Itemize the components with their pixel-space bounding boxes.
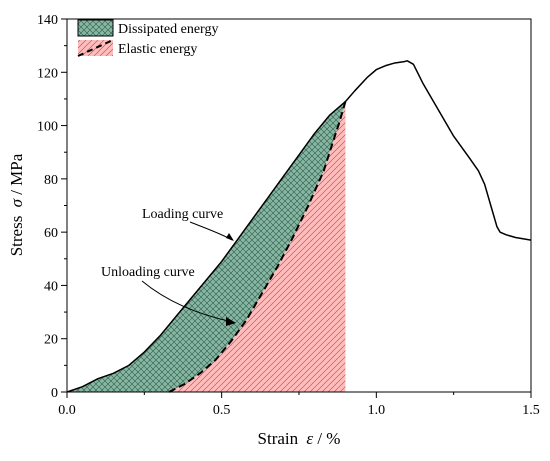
loading-curve-line: [66, 60, 532, 393]
legend-swatch-elastic: [78, 40, 113, 56]
y-tick-label: 100: [37, 120, 58, 135]
y-tick-label: 60: [44, 226, 58, 241]
x-axis-title-unit: / %: [317, 429, 340, 448]
y-axis-ticks: 0 20 40 60 80 100 120 140: [37, 13, 67, 401]
y-axis-title-text: Stress: [7, 216, 26, 257]
x-axis-ticks: 0.0 0.5 1.0 1.5: [58, 392, 540, 418]
y-axis-title: Stress σ / MPa: [7, 153, 26, 256]
legend-label-dissipated: Dissipated energy: [118, 22, 218, 37]
region-elastic-energy: [169, 101, 346, 392]
y-tick-label: 20: [44, 333, 58, 348]
x-tick-label: 0.0: [58, 403, 76, 418]
legend-swatch-dissipated: [77, 19, 114, 37]
annotation-unloading-label: Unloading curve: [101, 265, 195, 280]
y-tick-label: 80: [44, 173, 58, 188]
y-tick-label: 140: [37, 13, 58, 28]
y-tick-label: 120: [37, 66, 58, 81]
x-axis-title-text: Strain: [258, 429, 299, 448]
x-axis-title: Strain ε / %: [258, 429, 341, 448]
series-lines: [66, 60, 532, 393]
annotation-loading-arrow: [189, 221, 233, 241]
y-axis-title-unit: / MPa: [7, 153, 26, 195]
legend-label-elastic: Elastic energy: [118, 42, 197, 57]
x-tick-label: 1.0: [368, 403, 386, 418]
annotation-unloading-arrowhead: [226, 317, 236, 326]
annotation-unloading-arrow: [141, 280, 234, 323]
x-tick-label: 0.5: [213, 403, 231, 418]
annotation-loading-arrowhead: [226, 233, 234, 241]
unloading-curve-line: [168, 101, 347, 393]
y-tick-label: 40: [44, 279, 58, 294]
annotations: Loading curve Unloading curve: [101, 207, 236, 326]
axes: 0.0 0.5 1.0 1.5 0 20 40 60 80 100 120 140: [37, 13, 540, 418]
energy-regions: [67, 101, 346, 392]
x-axis-title-symbol: ε: [306, 429, 313, 448]
legend: Dissipated energy Elastic energy: [77, 19, 218, 57]
y-axis-title-symbol: σ: [7, 198, 26, 207]
legend-dash-line-elastic: [77, 39, 114, 57]
y-tick-label: 0: [51, 386, 58, 401]
annotation-loading-label: Loading curve: [142, 207, 223, 222]
x-tick-label: 1.5: [522, 403, 540, 418]
